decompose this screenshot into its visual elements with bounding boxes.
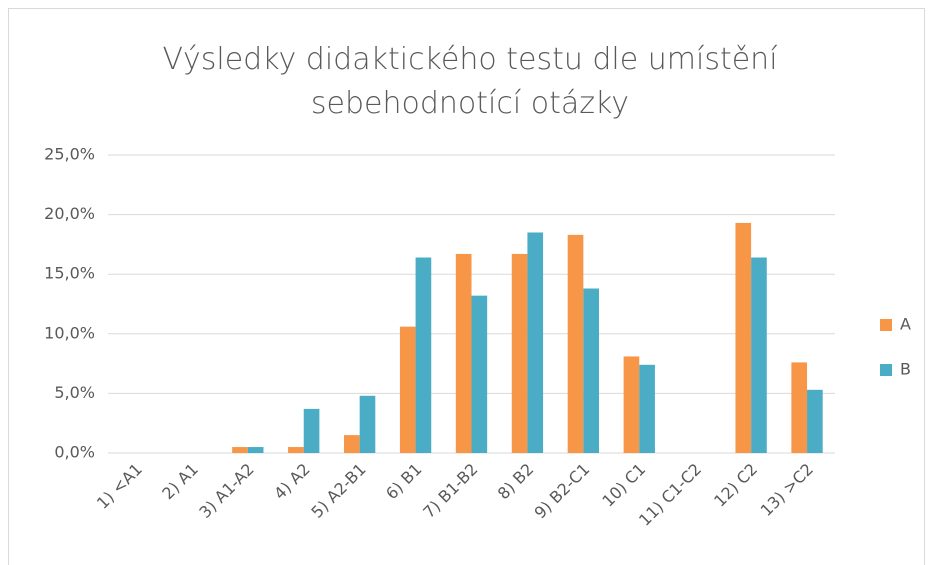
x-tick-label: 3) A1-A2 xyxy=(195,460,257,522)
x-tick-label: 5) A2-B1 xyxy=(307,460,369,522)
bar xyxy=(511,253,528,453)
y-tick-label: 20,0% xyxy=(44,204,95,223)
bar xyxy=(735,222,752,453)
y-tick-label: 5,0% xyxy=(54,383,95,402)
x-tick-label: 10) C1 xyxy=(598,460,649,511)
legend-swatch xyxy=(880,364,892,376)
y-tick-label: 0,0% xyxy=(54,443,95,462)
x-tick-label: 8) B2 xyxy=(494,460,538,504)
legend-swatch xyxy=(880,319,892,331)
bar xyxy=(455,253,472,453)
bar xyxy=(415,257,432,453)
y-tick-label: 10,0% xyxy=(44,323,95,342)
bar xyxy=(583,288,600,453)
bar xyxy=(232,447,248,453)
bar xyxy=(639,364,655,453)
bar xyxy=(567,234,584,453)
bar xyxy=(623,356,640,453)
x-tick-label: 9) B2-C1 xyxy=(531,460,594,523)
bar xyxy=(399,326,416,453)
chart-border xyxy=(8,8,925,565)
bar xyxy=(471,295,488,453)
x-tick-label: 2) A1 xyxy=(158,460,202,504)
bar xyxy=(359,395,376,453)
bar xyxy=(751,257,767,453)
bar xyxy=(343,435,360,453)
legend-label: A xyxy=(900,315,911,334)
x-tick-label: 6) B1 xyxy=(382,460,426,504)
x-tick-label: 13) >C2 xyxy=(757,460,817,520)
x-tick-label: 4) A2 xyxy=(270,460,314,504)
bar xyxy=(247,447,264,453)
x-tick-label: 12) C2 xyxy=(710,460,761,511)
chart-title: Výsledky didaktického testu dle umístění… xyxy=(162,42,778,121)
x-tick-label: 7) B1-B2 xyxy=(419,460,481,522)
bar xyxy=(807,389,823,453)
bar xyxy=(527,232,544,453)
x-tick-label: 1) <A1 xyxy=(93,460,146,513)
y-tick-label: 15,0% xyxy=(44,264,95,283)
bar xyxy=(791,362,808,453)
y-tick-label: 25,0% xyxy=(44,145,95,164)
bar xyxy=(288,447,304,453)
bar xyxy=(303,408,320,453)
legend-label: B xyxy=(900,360,911,379)
